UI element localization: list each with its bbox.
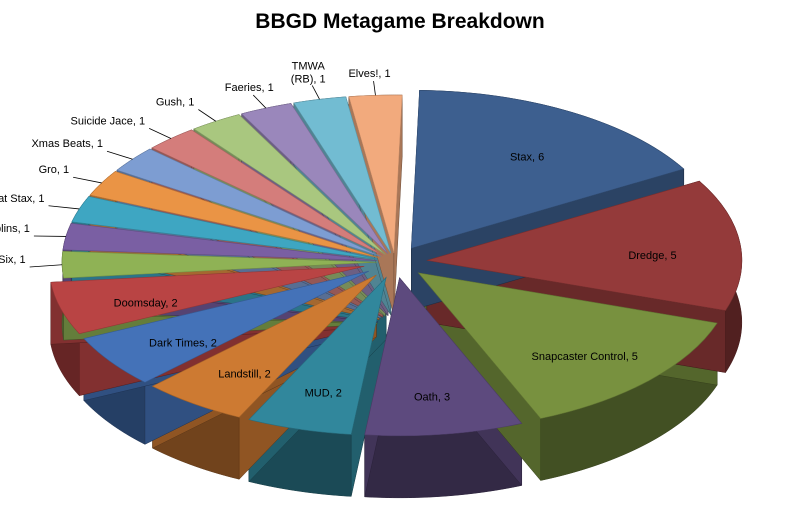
slice-label-goblins: Goblins, 1 [0,223,30,235]
leader-line-faeries [252,94,267,109]
slice-label-snapcaster-control: Snapcaster Control, 5 [532,351,638,363]
leader-line-xmas-beats [106,150,133,160]
slice-label-oath: Oath, 3 [414,391,450,403]
slice-label-stax: Stax, 6 [510,151,544,163]
slice-label-doomsday: Doomsday, 2 [114,298,178,310]
slice-label-cat-stax: Cat Stax, 1 [0,193,45,205]
slice-suicide-jace [151,129,384,256]
leader-line-tmwa-rb [311,85,320,100]
slice-label-minus-six: Minus Six, 1 [0,254,26,266]
slice-label-tmwa-rb: TMWA (RB), 1 [291,60,326,85]
slice-label-gro: Gro, 1 [39,164,70,176]
leader-line-minus-six [29,264,63,268]
leader-line-cat-stax [48,205,80,210]
slice-label-elves: Elves!, 1 [348,68,390,80]
leader-line-gro [73,176,102,184]
slice-minus-six [61,251,378,279]
slice-label-faeries: Faeries, 1 [225,82,274,94]
slice-label-mud: MUD, 2 [305,388,342,400]
slice-landstill [151,274,377,418]
slice-label-gush: Gush, 1 [156,97,195,109]
slice-doomsday [50,265,365,335]
chart-title: BBGD Metagame Breakdown [255,10,545,33]
slice-snapcaster-control [417,272,718,419]
slice-labels: Stax, 6 Dredge, 5 Snapcaster Control, 5 Oat… [0,60,677,403]
slice-tmwa-rb [293,96,392,254]
slice-dredge [426,180,743,311]
slice-label-dredge: Dredge, 5 [628,250,676,262]
slice-goblins [62,222,378,261]
leader-line-gush [198,109,217,122]
leader-line-elves [373,80,376,96]
slice-xmas-beats [116,148,381,257]
slice-stax [411,89,685,249]
slice-label-xmas-beats: Xmas Beats, 1 [31,138,103,150]
pie-tops [50,89,743,437]
slice-elves [348,94,403,254]
slice-dark-times [83,270,369,383]
slice-gro [89,171,380,259]
slice-mud [248,276,387,435]
slice-label-suicide-jace: Suicide Jace, 1 [71,115,146,127]
slice-label-landstill: Landstill, 2 [218,369,271,381]
slice-label-dark-times: Dark Times, 2 [149,337,217,349]
slice-oath [364,277,523,437]
leader-line-suicide-jace [148,128,172,139]
